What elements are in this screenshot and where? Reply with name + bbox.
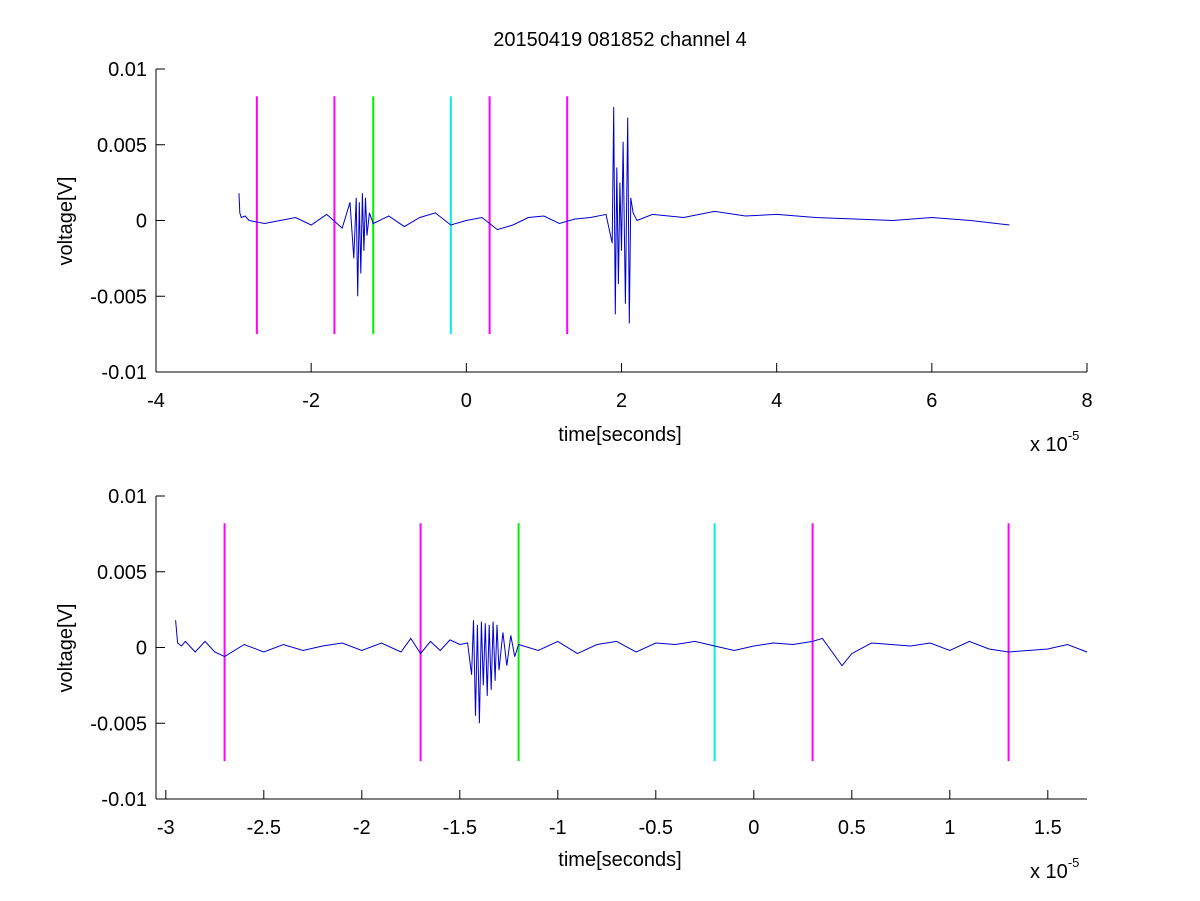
top-plot-x-tick-label: -2 <box>302 390 320 412</box>
bottom-plot-x-tick-label: 1 <box>944 817 955 839</box>
bottom-plot-x-tick-label: 0.5 <box>838 817 866 839</box>
top-plot-x-tick-label: 4 <box>771 390 782 412</box>
bottom-plot: -3 -2.5 -2 -1.5 -1 -0.5 0 0.5 1 1.5 -0.01 -0.005 0 0.… <box>55 486 1088 883</box>
top-plot-x-tick-label: -4 <box>147 390 165 412</box>
bottom-plot-y-tick-label: 0.01 <box>108 486 147 508</box>
bottom-plot-x-tick-label: -2.5 <box>247 817 281 839</box>
top-plot-y-tick-label: 0 <box>136 211 147 233</box>
bottom-plot-markers <box>223 523 1010 762</box>
bottom-plot-xlabel: time[seconds] <box>558 849 681 871</box>
top-plot-y-tick-label: 0.01 <box>108 59 147 81</box>
bottom-plot-x-tick-label: -1.5 <box>443 817 477 839</box>
bottom-plot-x-tick-label: -1 <box>549 817 567 839</box>
top-plot-x-tick-label: 6 <box>926 390 937 412</box>
top-plot-y-tick-label: 0.005 <box>97 135 147 157</box>
top-plot-x-tick-label: 8 <box>1081 390 1092 412</box>
top-plot: -4 -2 0 2 4 6 8 -0.01 -0.005 0 0.005 0.01 time[seco… <box>55 59 1093 456</box>
bottom-plot-y-tick-label: 0 <box>136 638 147 660</box>
bottom-plot-x-tick-label: -2 <box>353 817 371 839</box>
top-plot-signal <box>238 106 1010 324</box>
bottom-plot-axes: -3 -2.5 -2 -1.5 -1 -0.5 0 0.5 1 1.5 -0.01 -0.005 0 0.… <box>90 486 1087 839</box>
top-plot-ylabel: voltage[V] <box>55 177 77 266</box>
top-plot-x-tick-label: 0 <box>461 390 472 412</box>
chart-title: 20150419 081852 channel 4 <box>493 29 747 51</box>
bottom-plot-y-tick-label: -0.01 <box>101 789 147 811</box>
top-plot-markers <box>255 96 569 335</box>
top-plot-exponent: x 10-5 <box>1030 428 1079 456</box>
bottom-plot-exponent: x 10-5 <box>1030 855 1079 883</box>
top-plot-y-tick-label: -0.005 <box>90 286 147 308</box>
top-plot-axes: -4 -2 0 2 4 6 8 -0.01 -0.005 0 0.005 0.01 <box>90 59 1092 412</box>
bottom-plot-signal <box>175 620 1088 724</box>
bottom-plot-ylabel: voltage[V] <box>55 604 77 693</box>
bottom-plot-x-tick-label: -3 <box>157 817 175 839</box>
bottom-plot-x-tick-label: -0.5 <box>639 817 673 839</box>
top-plot-y-tick-label: -0.01 <box>101 362 147 384</box>
bottom-plot-y-tick-label: -0.005 <box>90 713 147 735</box>
bottom-plot-x-tick-label: 0 <box>748 817 759 839</box>
top-plot-xlabel: time[seconds] <box>558 424 681 446</box>
top-plot-x-tick-label: 2 <box>616 390 627 412</box>
bottom-plot-y-tick-label: 0.005 <box>97 562 147 584</box>
bottom-plot-x-tick-label: 1.5 <box>1034 817 1062 839</box>
